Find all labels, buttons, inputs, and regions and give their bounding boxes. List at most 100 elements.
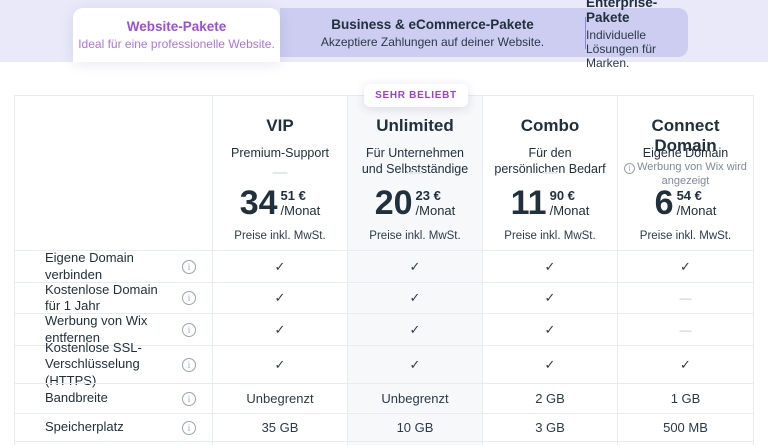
feature-row-label: Bandbreite i	[15, 383, 213, 413]
popular-badge: SEHR BELIEBT	[364, 84, 468, 107]
plan-card-connect-domain: Connect Domain Eigene Domain i Werbung vo…	[618, 96, 753, 250]
tax-note: Preise inkl. MwSt.	[639, 230, 732, 242]
plan-price: 34 51 € /Monat	[213, 184, 347, 222]
feature-value: ✓	[483, 313, 618, 345]
feature-value: ✓	[348, 345, 483, 383]
pricing-table: VIP Premium-Support 34 51 € /Monat Preis…	[14, 95, 754, 445]
tab-divider	[585, 16, 586, 49]
plan-name: VIP	[266, 116, 294, 135]
table-row	[618, 441, 753, 445]
feature-value: ✓	[213, 250, 348, 282]
plan-description: Premium-Support	[231, 146, 329, 160]
feature-value: —	[618, 282, 753, 313]
feature-value: ✓	[213, 345, 348, 383]
plan-category-tabs: Website-Pakete Ideal für eine profession…	[0, 0, 768, 70]
feature-value: 35 GB	[213, 413, 348, 441]
feature-value: ✓	[213, 282, 348, 313]
feature-label-text: Werbung von Wix entfernen	[45, 313, 148, 345]
feature-row-label: Kostenlose SSL-Verschlüsselung (HTTPS) i	[15, 340, 213, 388]
tab-subtitle: Ideal für eine professionelle Website.	[78, 37, 275, 51]
price-period: /Monat	[415, 202, 456, 218]
header-empty-cell	[15, 96, 213, 250]
info-icon[interactable]: i	[182, 322, 196, 337]
plan-card-vip: VIP Premium-Support 34 51 € /Monat Preis…	[213, 96, 348, 250]
feature-label-text: Speicherplatz	[45, 419, 124, 435]
tab-subtitle: Individuelle Lösungen für Marken.	[586, 28, 657, 70]
plan-card-unlimited: Unlimited Für Unternehmen und Selbststän…	[348, 96, 483, 250]
price-period: /Monat	[280, 202, 321, 218]
feature-value: ✓	[348, 313, 483, 345]
feature-value: 500 MB	[618, 413, 753, 441]
feature-value: ✓	[618, 250, 753, 282]
info-icon[interactable]: i	[182, 259, 196, 274]
feature-value: Unbegrenzt	[213, 383, 348, 413]
plan-description: Für Unternehmen und Selbstständige	[361, 146, 469, 177]
feature-row-label: Werbung von Wix entfernen i	[15, 313, 213, 345]
ad-note-text: Werbung von Wix wird angezeigt	[637, 161, 747, 188]
plan-name: Combo	[520, 116, 580, 135]
price-cents: 23 €	[415, 188, 441, 204]
price-period: /Monat	[676, 202, 717, 218]
table-row	[348, 441, 483, 445]
plan-description: Für den persönlichen Bedarf	[494, 146, 606, 177]
info-icon[interactable]: i	[182, 391, 196, 406]
tab-subtitle: Akzeptiere Zahlungen auf deiner Website.	[320, 34, 545, 49]
plan-name: Unlimited	[376, 116, 454, 135]
feature-label-text: Bandbreite	[45, 390, 108, 406]
plan-name: Connect Domain	[651, 116, 720, 155]
plan-divider-dash	[542, 172, 558, 174]
price-whole: 34	[239, 184, 278, 222]
plan-price: 20 23 € /Monat	[348, 184, 482, 222]
plan-price: 11 90 € /Monat	[483, 184, 617, 222]
tab-title: Business & eCommerce-Pakete	[331, 16, 534, 32]
tax-note: Preise inkl. MwSt.	[504, 230, 596, 242]
tab-title: Enterprise-Pakete	[586, 0, 658, 25]
feature-value: Unbegrenzt	[348, 383, 483, 413]
feature-value: 3 GB	[483, 413, 618, 441]
feature-value: ✓	[348, 282, 483, 313]
feature-label-text: Kostenlose SSL-Verschlüsselung (HTTPS)	[45, 340, 142, 388]
price-cents: 54 €	[676, 188, 702, 204]
table-row	[15, 441, 213, 445]
tab-enterprise-pakete[interactable]: Enterprise-Pakete Individuelle Lösungen …	[586, 0, 688, 70]
price-period: /Monat	[549, 202, 590, 218]
plan-divider-dash	[407, 172, 423, 174]
plan-price: 6 54 € /Monat	[618, 184, 753, 222]
table-row	[213, 441, 348, 445]
feature-value: 10 GB	[348, 413, 483, 441]
feature-value: ✓	[483, 250, 618, 282]
inactive-tabs-group: Business & eCommerce-Pakete Akzeptiere Z…	[280, 0, 688, 70]
feature-value: ✓	[348, 250, 483, 282]
tax-note: Preise inkl. MwSt.	[234, 230, 326, 242]
feature-row-label: Kostenlose Domain für 1 Jahr i	[15, 282, 213, 313]
tab-title: Website-Pakete	[126, 19, 227, 34]
plan-card-combo: Combo Für den persönlichen Bedarf 11 90 …	[483, 96, 618, 250]
feature-value: ✓	[618, 345, 753, 383]
feature-value: ✓	[483, 345, 618, 383]
feature-label-text: Eigene Domain verbinden	[45, 250, 134, 282]
feature-value: 2 GB	[483, 383, 618, 413]
table-row	[483, 441, 618, 445]
tab-website-pakete[interactable]: Website-Pakete Ideal für eine profession…	[73, 8, 280, 62]
price-cents: 51 €	[280, 188, 306, 204]
ad-note: i Werbung von Wix wird angezeigt	[624, 160, 747, 189]
plan-divider-dash	[272, 172, 288, 174]
info-icon[interactable]: i	[182, 357, 196, 372]
feature-value: —	[618, 313, 753, 345]
plan-description: Eigene Domain	[642, 146, 729, 160]
tab-business-ecommerce-pakete[interactable]: Business & eCommerce-Pakete Akzeptiere Z…	[280, 8, 585, 57]
info-icon[interactable]: i	[182, 291, 196, 305]
feature-row-label: Speicherplatz i	[15, 413, 213, 441]
tax-note: Preise inkl. MwSt.	[369, 230, 461, 242]
price-cents: 90 €	[549, 188, 575, 204]
feature-value: ✓	[213, 313, 348, 345]
price-whole: 11	[510, 184, 547, 222]
feature-value: ✓	[483, 282, 618, 313]
info-icon: i	[624, 163, 636, 174]
feature-value: 1 GB	[618, 383, 753, 413]
price-whole: 20	[374, 184, 413, 222]
info-icon[interactable]: i	[182, 420, 196, 435]
price-whole: 6	[654, 184, 674, 222]
feature-row-label: Eigene Domain verbinden i	[15, 250, 213, 282]
